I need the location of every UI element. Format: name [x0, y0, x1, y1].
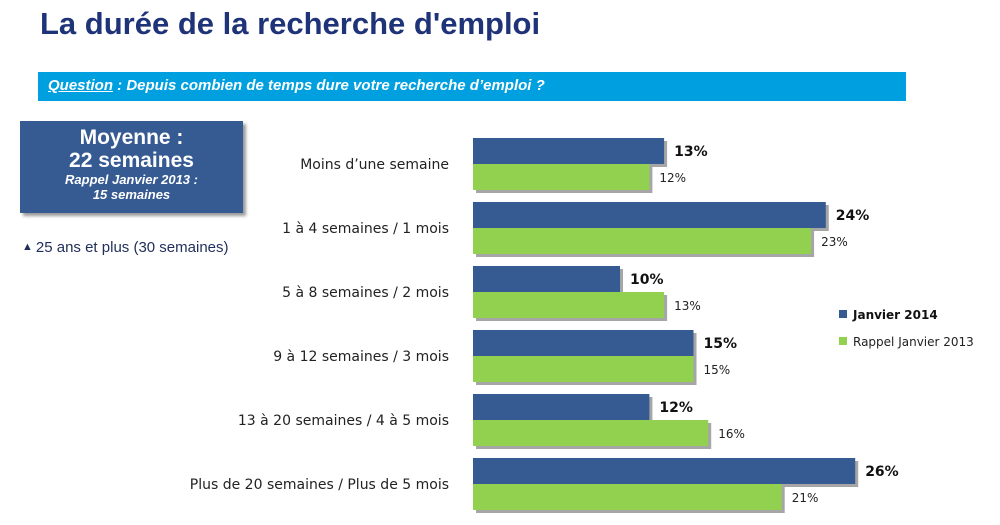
legend-label-rappel-janvier-2013: Rappel Janvier 2013: [853, 335, 974, 349]
average-heading: Moyenne :: [79, 126, 184, 149]
legend-swatch-janvier-2014: [839, 310, 847, 318]
bar-rappel-janvier-2013-1: [473, 164, 650, 190]
average-value: 22 semaines: [69, 149, 194, 172]
chart-layer: Moins d’une semaine 13% 12% 1 à 4 semaines …: [190, 138, 899, 513]
data-label-rappel-janvier-2013-6: 21%: [792, 491, 819, 505]
category-label-4: 9 à 12 semaines / 3 mois: [273, 349, 449, 365]
bar-janvier-2014-1: [473, 138, 665, 164]
data-label-janvier-2014-1: 13%: [674, 144, 708, 160]
bar-rappel-janvier-2013-5: [473, 420, 709, 446]
data-label-rappel-janvier-2013-3: 13%: [674, 299, 701, 313]
category-label-5: 13 à 20 semaines / 4 à 5 mois: [238, 413, 449, 429]
age-note-text: 25 ans et plus (30 semaines): [35, 239, 229, 256]
data-label-rappel-janvier-2013-4: 15%: [704, 363, 731, 377]
bar-janvier-2014-2: [473, 202, 826, 228]
question-text: Question : Depuis combien de temps dure …: [48, 77, 545, 94]
question-banner: Question : Depuis combien de temps dure …: [38, 72, 906, 101]
category-label-6: Plus de 20 semaines / Plus de 5 mois: [190, 477, 449, 493]
category-label-2: 1 à 4 semaines / 1 mois: [282, 221, 449, 237]
data-label-rappel-janvier-2013-1: 12%: [659, 171, 686, 185]
bar-rappel-janvier-2013-6: [473, 484, 782, 510]
data-label-janvier-2014-2: 24%: [836, 208, 870, 224]
bar-rappel-janvier-2013-4: [473, 356, 694, 382]
category-label-3: 5 à 8 semaines / 2 mois: [282, 285, 449, 301]
age-note: ▲ 25 ans et plus (30 semaines): [22, 239, 229, 256]
average-box: Moyenne : 22 semaines Rappel Janvier 201…: [20, 121, 243, 213]
data-label-janvier-2014-4: 15%: [704, 336, 738, 352]
data-label-rappel-janvier-2013-5: 16%: [718, 427, 745, 441]
data-label-janvier-2014-5: 12%: [659, 400, 693, 416]
legend-swatch-rappel-janvier-2013: [839, 337, 847, 345]
category-label-1: Moins d’une semaine: [300, 157, 449, 173]
triangle-up-icon: ▲: [22, 241, 33, 253]
data-label-rappel-janvier-2013-2: 23%: [821, 235, 848, 249]
question-body: : Depuis combien de temps dure votre rec…: [113, 77, 545, 94]
bar-rappel-janvier-2013-3: [473, 292, 665, 318]
chart-legend: Janvier 2014 Rappel Janvier 2013: [839, 308, 974, 349]
data-label-janvier-2014-6: 26%: [865, 464, 899, 480]
bar-janvier-2014-3: [473, 266, 620, 292]
question-label: Question: [48, 77, 114, 94]
data-label-janvier-2014-3: 10%: [630, 272, 664, 288]
bar-janvier-2014-5: [473, 394, 650, 420]
bar-janvier-2014-4: [473, 330, 694, 356]
bar-rappel-janvier-2013-2: [473, 228, 812, 254]
reminder-value: 15 semaines: [92, 187, 171, 202]
bar-janvier-2014-6: [473, 458, 856, 484]
legend-label-janvier-2014: Janvier 2014: [852, 308, 938, 322]
page-title: La durée de la recherche d'emploi: [40, 6, 541, 41]
reminder-label: Rappel Janvier 2013 :: [65, 172, 198, 187]
